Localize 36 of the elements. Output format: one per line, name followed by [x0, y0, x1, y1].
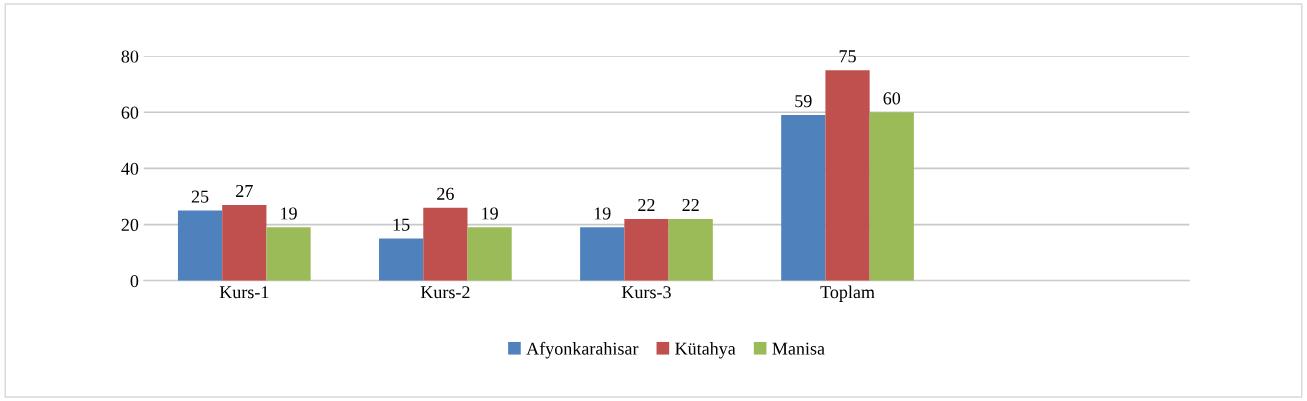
data-label: 19 — [281, 207, 297, 220]
x-tick-label: Kurs-1 — [219, 286, 269, 299]
y-tick-label: 60 — [121, 106, 139, 119]
data-label: 59 — [795, 95, 812, 108]
legend-label: Manisa — [772, 342, 825, 355]
data-label: 22 — [638, 198, 655, 211]
data-label: 19 — [482, 207, 498, 220]
data-label: 26 — [437, 187, 454, 200]
bar — [222, 204, 267, 281]
bar — [869, 112, 914, 281]
y-tick-label: 40 — [121, 162, 139, 175]
data-label: 15 — [393, 218, 410, 231]
data-label: 75 — [839, 50, 856, 63]
bar — [177, 210, 223, 281]
data-label: 22 — [682, 198, 699, 211]
legend-label: Afyonkarahisar — [526, 341, 639, 359]
bar — [379, 238, 424, 281]
bar — [580, 227, 625, 281]
data-label: 19 — [594, 207, 611, 220]
x-tick-label: Kurs-3 — [621, 286, 671, 299]
bar — [825, 70, 870, 281]
bar — [781, 115, 826, 281]
bar — [423, 207, 468, 281]
y-tick-label: 80 — [121, 50, 139, 63]
y-tick-label: 0 — [130, 274, 139, 288]
y-tick-label: 20 — [121, 218, 139, 231]
bar — [624, 218, 669, 281]
x-tick-label: Kurs-2 — [420, 286, 470, 299]
data-label: 60 — [883, 92, 901, 105]
bar — [266, 227, 311, 281]
bar — [668, 218, 713, 281]
data-label: 27 — [236, 184, 253, 197]
bar — [467, 227, 512, 281]
x-tick-label: Toplam — [820, 285, 875, 302]
legend-label: Kütahya — [675, 342, 736, 359]
data-label: 25 — [191, 190, 209, 203]
